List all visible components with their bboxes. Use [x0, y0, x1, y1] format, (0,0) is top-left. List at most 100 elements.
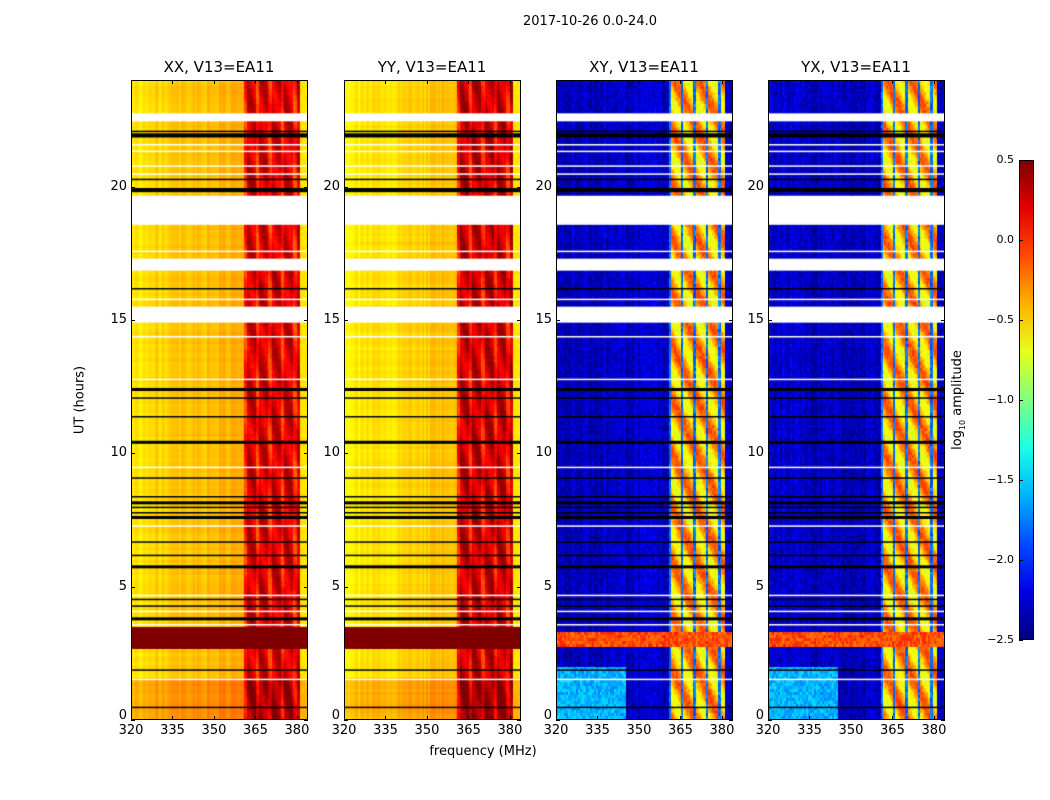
- x-tick-mark: [809, 80, 811, 84]
- x-tick-mark: [680, 716, 682, 720]
- y-tick-mark: [729, 186, 733, 188]
- x-tick-mark: [255, 716, 257, 720]
- x-tick-mark: [344, 80, 345, 84]
- x-tick-mark: [509, 80, 511, 84]
- x-tick-label: 350: [626, 723, 652, 738]
- y-tick-label: 0: [118, 708, 127, 723]
- y-tick-mark: [344, 720, 348, 721]
- x-tick-mark: [468, 80, 470, 84]
- y-tick-mark: [131, 720, 135, 721]
- y-tick-mark: [304, 453, 308, 455]
- x-tick-label: 380: [921, 723, 947, 738]
- x-tick-mark: [638, 716, 640, 720]
- y-tick-label: 20: [323, 178, 340, 194]
- y-tick-mark: [304, 586, 308, 588]
- y-tick-mark: [941, 720, 945, 721]
- y-tick-mark: [768, 720, 772, 721]
- panel-title: YX, V13=EA11: [801, 58, 911, 76]
- panel-title: YY, V13=EA11: [377, 58, 487, 76]
- x-tick-label: 380: [709, 723, 735, 738]
- x-tick-label: 365: [456, 723, 481, 738]
- plot-frame: [344, 80, 521, 720]
- y-tick-mark: [556, 720, 560, 721]
- y-tick-mark: [729, 453, 733, 455]
- y-tick-mark: [556, 320, 560, 321]
- y-tick-label: 20: [110, 178, 127, 194]
- x-tick-mark: [768, 716, 769, 720]
- colorbar-tick-mark: [1019, 400, 1023, 401]
- y-tick-label: 15: [535, 312, 552, 327]
- y-tick-label: 15: [323, 312, 340, 327]
- x-tick-label: 320: [118, 723, 144, 738]
- y-tick-mark: [517, 453, 521, 455]
- y-tick-label: 10: [110, 445, 127, 461]
- x-tick-label: 350: [838, 723, 864, 738]
- y-tick-mark: [304, 720, 308, 721]
- y-tick-mark: [517, 320, 521, 321]
- x-tick-label: 335: [160, 723, 185, 738]
- plot-frame: [768, 80, 945, 720]
- panel-yx: YX, V13=EA11 320 335 350 365 380 0 5 10 15 20: [747, 58, 946, 737]
- colorbar-tick-mark: [1019, 640, 1023, 641]
- x-tick-label: 365: [880, 723, 905, 738]
- x-tick-mark: [721, 80, 723, 84]
- x-tick-mark: [721, 716, 723, 720]
- x-tick-label: 320: [755, 723, 781, 738]
- y-tick-mark: [941, 320, 945, 321]
- x-tick-mark: [131, 80, 132, 84]
- colorbar-tick-label: −2.0: [987, 553, 1014, 566]
- y-tick-mark: [768, 186, 772, 188]
- colorbar-tick-label: −2.5: [987, 633, 1014, 646]
- y-tick-label: 0: [755, 708, 764, 723]
- figure-title: 2017-10-26 0.0-24.0: [523, 14, 657, 29]
- plot-frame: [131, 80, 308, 720]
- x-tick-mark: [344, 716, 345, 720]
- y-tick-label: 15: [110, 312, 127, 327]
- heatmap-image: [556, 80, 733, 720]
- x-tick-mark: [892, 80, 894, 84]
- colorbar-tick-mark: [1019, 480, 1023, 481]
- panel-xy: XY, V13=EA11 320 335 350 365 380 0 5 10 15 20: [535, 58, 734, 737]
- colorbar-tick-label: −0.5: [987, 313, 1014, 326]
- heatmap-image: [131, 80, 308, 720]
- y-tick-mark: [344, 320, 348, 321]
- y-tick-mark: [344, 453, 348, 455]
- y-tick-label: 0: [543, 708, 552, 723]
- x-tick-mark: [296, 716, 298, 720]
- x-tick-mark: [255, 80, 257, 84]
- x-tick-label: 335: [585, 723, 610, 738]
- heatmap-image: [768, 80, 945, 720]
- x-tick-mark: [850, 80, 852, 84]
- x-tick-mark: [468, 716, 470, 720]
- y-tick-label: 20: [747, 178, 764, 194]
- y-tick-mark: [517, 186, 521, 188]
- x-tick-mark: [638, 80, 640, 84]
- x-tick-label: 320: [543, 723, 569, 738]
- y-tick-mark: [131, 186, 135, 188]
- x-tick-label: 365: [243, 723, 268, 738]
- y-tick-mark: [941, 453, 945, 455]
- x-tick-mark: [892, 716, 894, 720]
- colorbar-tick-label: −1.0: [987, 393, 1014, 406]
- colorbar-tick-mark: [1019, 320, 1023, 321]
- y-tick-mark: [768, 320, 772, 321]
- y-tick-mark: [131, 453, 135, 455]
- panel-yy: YY, V13=EA11 320 335 350 365 380 0 5 10 15 20: [323, 58, 522, 737]
- x-tick-label: 350: [201, 723, 227, 738]
- y-tick-mark: [517, 586, 521, 588]
- x-tick-mark: [556, 80, 557, 84]
- x-tick-label: 365: [668, 723, 693, 738]
- x-tick-mark: [426, 716, 428, 720]
- y-tick-mark: [729, 320, 733, 321]
- panel-xx: XX, V13=EA11 320 335 350 365 380 0 5 10 15 20: [110, 58, 309, 737]
- y-tick-mark: [941, 586, 945, 588]
- y-tick-label: 5: [331, 578, 340, 594]
- panel-title: XY, V13=EA11: [589, 58, 699, 76]
- x-tick-mark: [385, 716, 387, 720]
- x-tick-mark: [385, 80, 387, 84]
- y-tick-label: 5: [543, 578, 552, 594]
- y-tick-label: 20: [535, 178, 552, 194]
- y-tick-label: 10: [747, 445, 764, 461]
- x-tick-label: 380: [284, 723, 310, 738]
- x-tick-mark: [933, 716, 935, 720]
